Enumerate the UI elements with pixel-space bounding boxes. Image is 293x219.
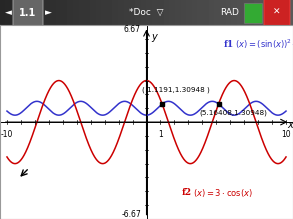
FancyBboxPatch shape: [244, 2, 262, 23]
Text: -10: -10: [1, 130, 13, 139]
Text: ✕: ✕: [273, 8, 281, 17]
Text: 1: 1: [158, 130, 163, 139]
FancyBboxPatch shape: [264, 0, 290, 49]
Text: -6.67: -6.67: [121, 210, 141, 219]
Text: RAD: RAD: [220, 8, 239, 17]
Text: f2: f2: [181, 188, 192, 197]
Text: *Doc  ▽: *Doc ▽: [129, 8, 163, 17]
Text: x: x: [287, 120, 293, 130]
Text: $(x)=3\cdot\cos(x)$: $(x)=3\cdot\cos(x)$: [193, 187, 253, 199]
Text: 1.1: 1.1: [19, 8, 37, 18]
Text: 6.67: 6.67: [124, 25, 141, 34]
Text: 10: 10: [281, 130, 291, 139]
Text: y: y: [151, 32, 157, 42]
Text: ◄: ◄: [5, 8, 12, 17]
Text: ( 1.1191,1.30948 ): ( 1.1191,1.30948 ): [142, 86, 210, 93]
Text: $(x)=(\mathrm{sin}(x))^2\!+\!0.5$: $(x)=(\mathrm{sin}(x))^2\!+\!0.5$: [235, 38, 293, 51]
FancyBboxPatch shape: [13, 0, 43, 48]
Text: (5.16408,1.30948): (5.16408,1.30948): [200, 110, 268, 116]
Text: ►: ►: [45, 8, 52, 17]
Text: f1: f1: [223, 40, 234, 49]
